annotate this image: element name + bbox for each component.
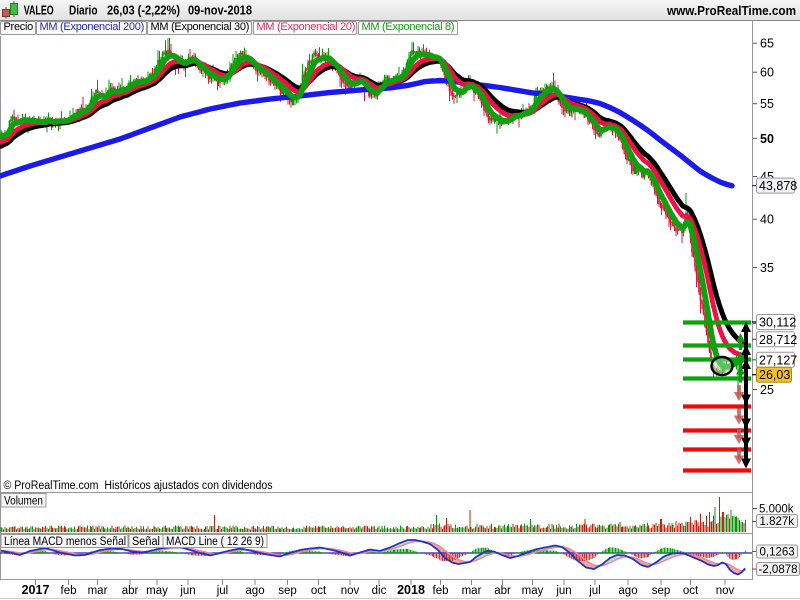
svg-text:ago: ago bbox=[245, 585, 264, 597]
svg-text:© ProRealTime.com Históricos: © ProRealTime.com Históricos ajustados c… bbox=[4, 480, 273, 492]
svg-text:nov: nov bbox=[341, 585, 360, 597]
svg-text:1.827k: 1.827k bbox=[760, 516, 795, 528]
svg-text:50: 50 bbox=[760, 132, 774, 146]
svg-text:2018: 2018 bbox=[397, 583, 425, 597]
svg-text:60: 60 bbox=[760, 66, 774, 80]
svg-text:25: 25 bbox=[760, 383, 774, 397]
svg-text:26,03 (-2,22%): 26,03 (-2,22%) bbox=[107, 3, 180, 18]
svg-text:26,03: 26,03 bbox=[759, 368, 790, 382]
svg-text:-2,0878: -2,0878 bbox=[759, 564, 798, 576]
svg-text:nov: nov bbox=[716, 585, 735, 597]
svg-text:jun: jun bbox=[555, 585, 571, 597]
svg-text:0,1263: 0,1263 bbox=[760, 547, 795, 559]
svg-text:65: 65 bbox=[760, 37, 774, 51]
svg-text:Línea MACD menos Señal: Línea MACD menos Señal bbox=[4, 536, 126, 548]
svg-text:35: 35 bbox=[760, 261, 774, 275]
svg-text:oct: oct bbox=[683, 585, 699, 597]
svg-text:oct: oct bbox=[311, 585, 327, 597]
svg-text:VALEO: VALEO bbox=[24, 3, 54, 18]
svg-text:2017: 2017 bbox=[22, 583, 50, 597]
svg-text:may: may bbox=[522, 585, 544, 597]
svg-text:abr: abr bbox=[494, 585, 511, 597]
svg-text:sep: sep bbox=[278, 585, 297, 597]
svg-text:28,712: 28,712 bbox=[759, 333, 797, 347]
svg-text:www.ProRealTime.com: www.ProRealTime.com bbox=[666, 3, 796, 18]
svg-text:feb: feb bbox=[61, 585, 77, 597]
svg-text:dic: dic bbox=[372, 585, 387, 597]
svg-text:55: 55 bbox=[760, 97, 774, 111]
svg-text:sep: sep bbox=[652, 585, 671, 597]
svg-text:Señal: Señal bbox=[132, 536, 160, 548]
svg-text:abr: abr bbox=[122, 585, 139, 597]
svg-text:ago: ago bbox=[618, 585, 637, 597]
svg-text:Diario: Diario bbox=[69, 3, 98, 18]
svg-text:Volumen: Volumen bbox=[4, 496, 43, 508]
svg-text:5.000k: 5.000k bbox=[759, 504, 794, 516]
svg-text:feb: feb bbox=[433, 585, 449, 597]
svg-text:30,112: 30,112 bbox=[759, 316, 796, 330]
svg-text:mar: mar bbox=[462, 585, 482, 597]
svg-text:jul: jul bbox=[216, 585, 229, 597]
svg-text:09-nov-2018: 09-nov-2018 bbox=[188, 3, 252, 18]
svg-text:jul: jul bbox=[588, 585, 601, 597]
svg-text:MACD Line ( 12 26 9): MACD Line ( 12 26 9) bbox=[166, 536, 264, 548]
svg-text:jun: jun bbox=[179, 585, 195, 597]
svg-text:27,127: 27,127 bbox=[759, 353, 797, 367]
svg-text:40: 40 bbox=[760, 213, 774, 227]
svg-text:mar: mar bbox=[88, 585, 108, 597]
svg-text:43,878: 43,878 bbox=[759, 179, 797, 193]
svg-text:may: may bbox=[146, 585, 168, 597]
